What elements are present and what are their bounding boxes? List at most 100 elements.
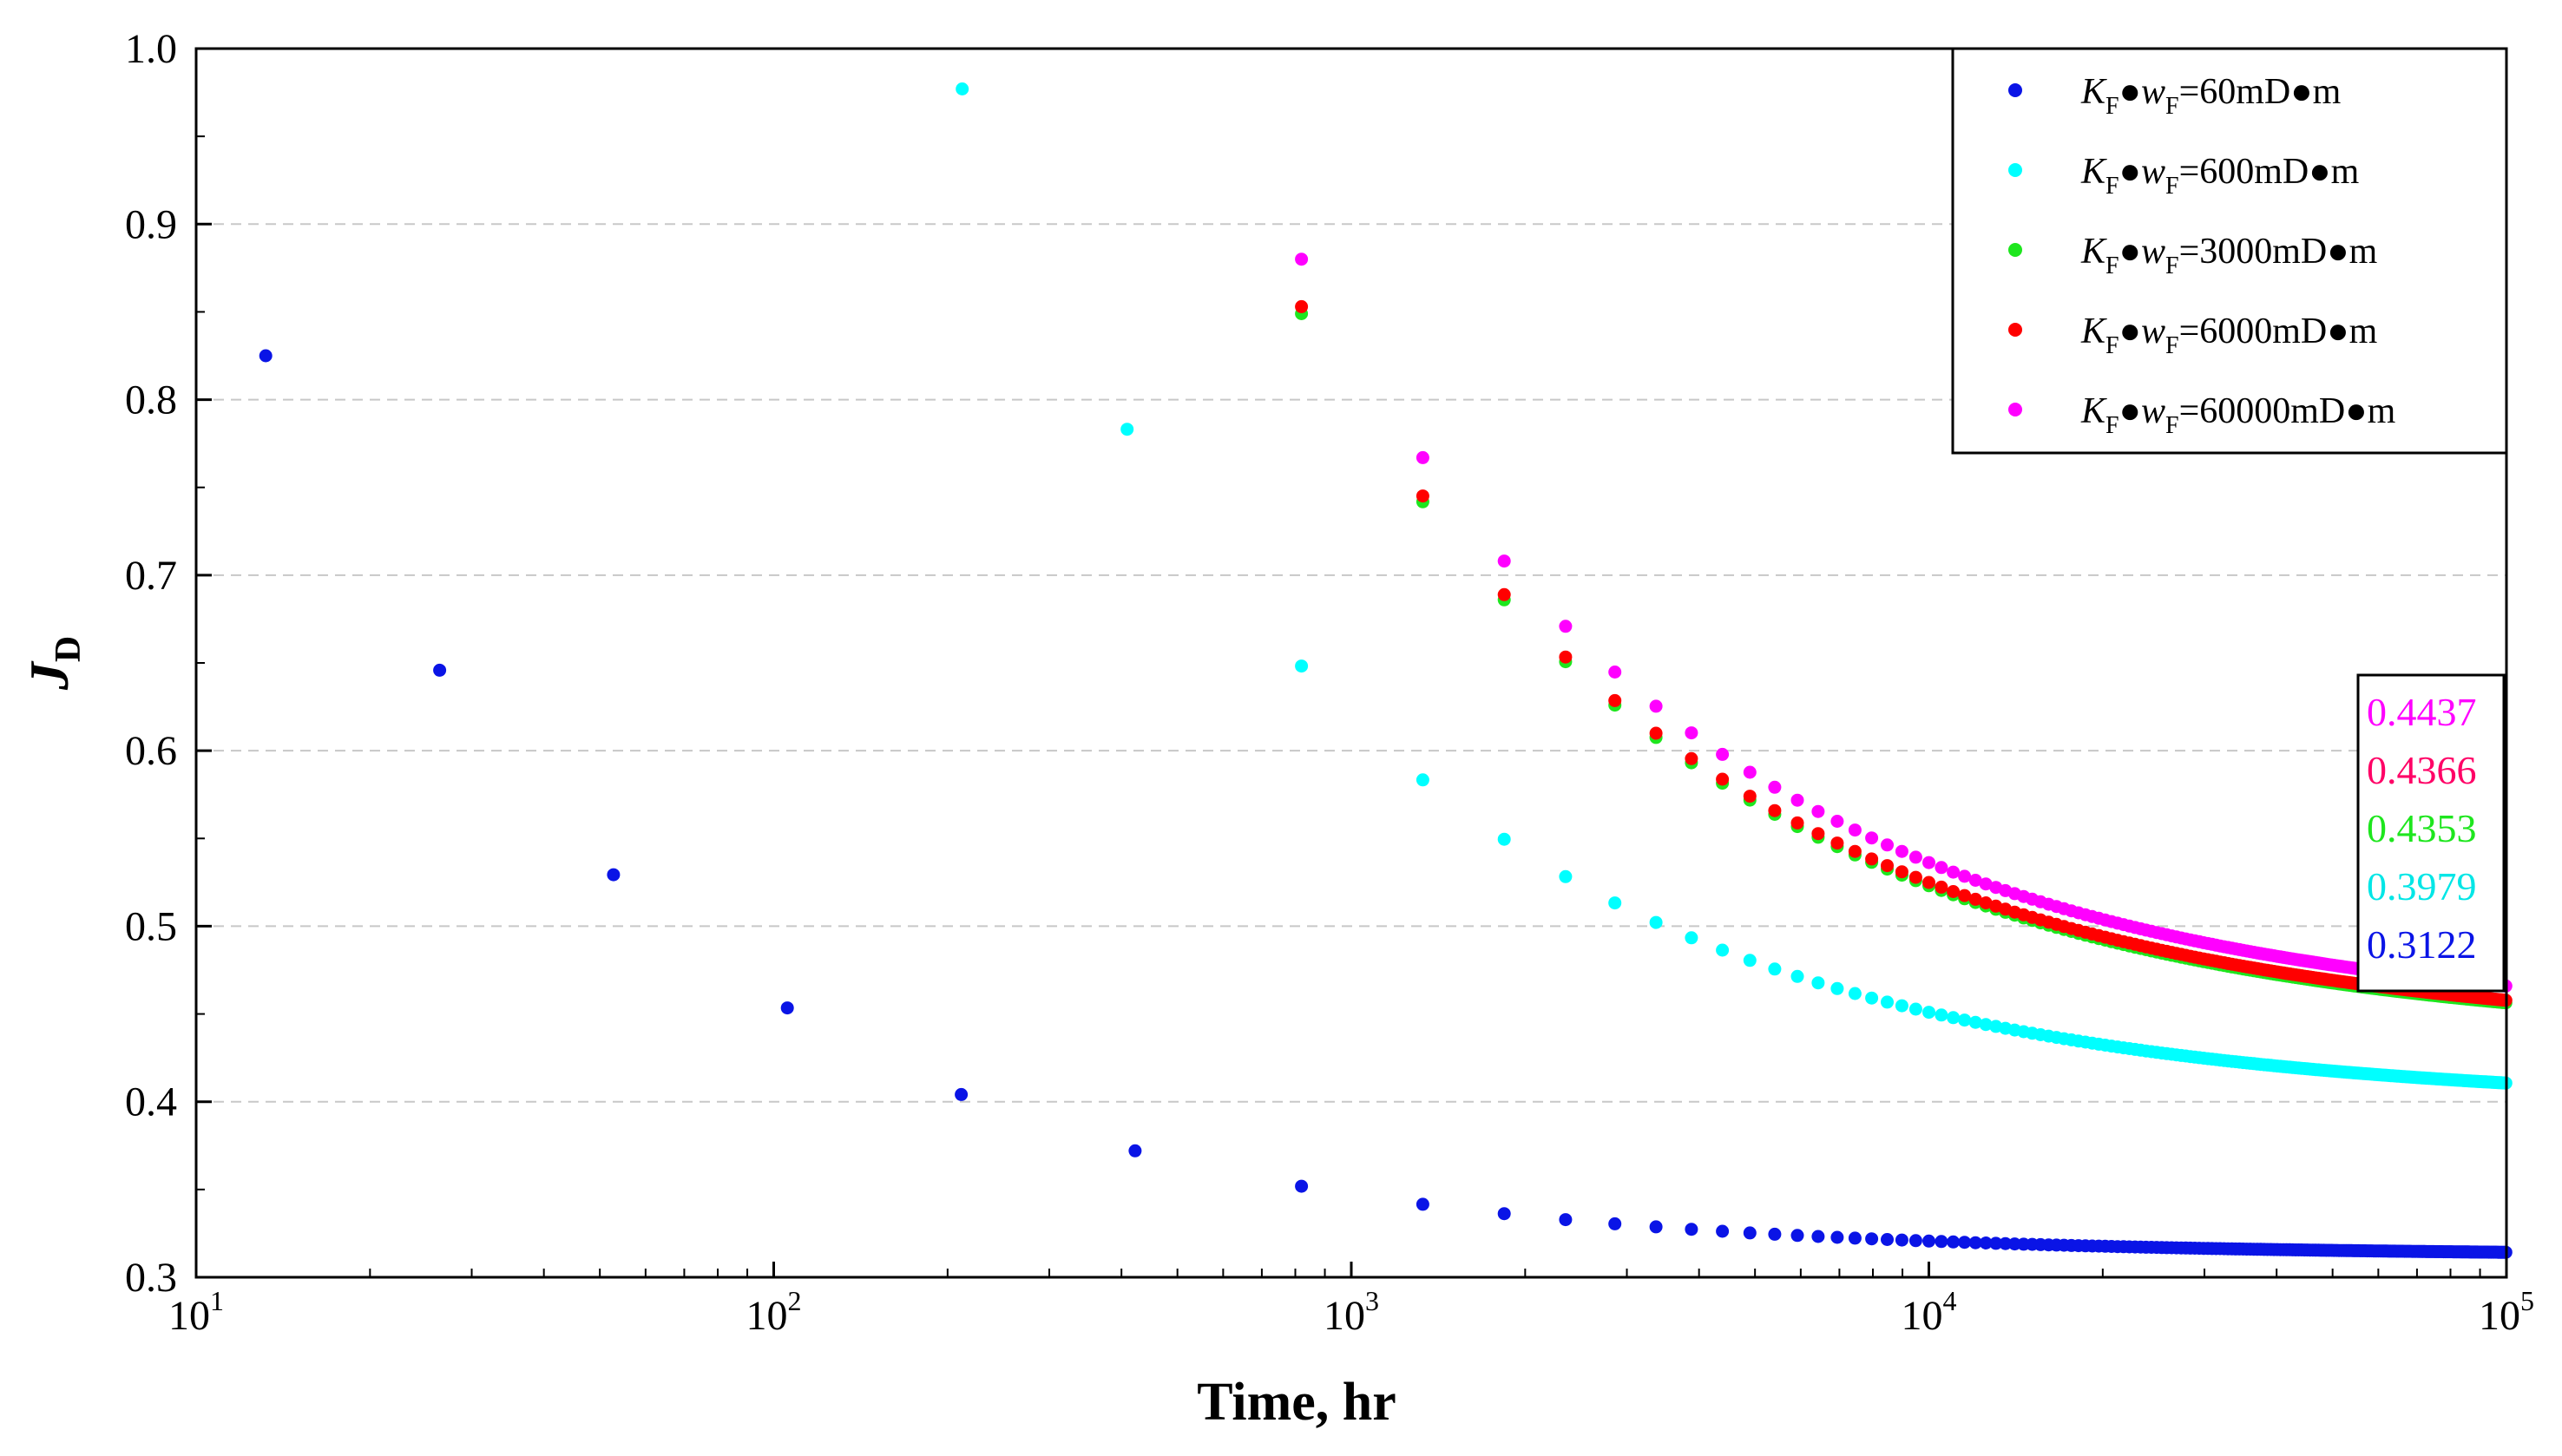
data-point — [1881, 995, 1894, 1009]
data-point — [1895, 865, 1908, 879]
data-point — [1716, 1224, 1730, 1238]
y-tick-labels: 0.3 0.4 0.5 0.6 0.7 0.8 0.9 1.0 — [125, 26, 177, 1301]
data-point — [1685, 726, 1698, 740]
data-point — [1716, 943, 1730, 957]
y-tick-label: 0.8 — [125, 377, 177, 423]
data-point — [1865, 831, 1879, 845]
data-point — [1716, 772, 1730, 786]
y-tick-label: 0.5 — [125, 903, 177, 949]
data-point — [1979, 877, 1993, 891]
data-point — [1881, 859, 1894, 873]
data-point — [1922, 1234, 1935, 1248]
legend-entry: KF●wF=600mD●m — [2008, 152, 2360, 200]
data-point — [1908, 1002, 1922, 1016]
data-point — [1768, 1227, 1782, 1241]
data-point — [1608, 666, 1622, 679]
legend-entry: KF●wF=60mD●m — [2008, 72, 2342, 120]
data-point — [1768, 962, 1782, 976]
data-point — [1811, 1230, 1825, 1243]
y-tick-label: 1.0 — [125, 26, 177, 72]
data-point — [1968, 892, 1982, 906]
legend-marker — [2008, 243, 2022, 257]
data-point — [1968, 874, 1982, 887]
final-value-label: 0.3979 — [2367, 864, 2477, 908]
data-point — [1128, 1144, 1142, 1158]
data-point — [1790, 793, 1804, 807]
data-point — [1743, 765, 1757, 779]
final-value-label: 0.3122 — [2367, 922, 2477, 967]
data-point — [1768, 803, 1782, 817]
x-axis-title: Time, hr — [1197, 1373, 1396, 1432]
legend-entry: KF●wF=60000mD●m — [2008, 391, 2396, 439]
series-600mD●m — [956, 82, 2513, 1090]
x-tick-label: 105 — [2479, 1285, 2534, 1339]
svg-text:JD: JD — [18, 636, 89, 691]
data-point — [1608, 693, 1622, 707]
data-point — [1968, 1015, 1982, 1029]
data-point — [1935, 861, 1948, 875]
data-point — [1865, 1232, 1879, 1246]
data-point — [1922, 856, 1935, 869]
legend-marker — [2008, 403, 2022, 416]
legend-entry: KF●wF=6000mD●m — [2008, 312, 2378, 359]
data-point — [1295, 1179, 1309, 1193]
data-point — [1295, 253, 1309, 266]
data-point — [607, 868, 621, 882]
legend-marker — [2008, 163, 2022, 177]
data-point — [1790, 969, 1804, 983]
data-point — [1790, 1229, 1804, 1243]
data-point — [1865, 991, 1879, 1005]
data-point — [1790, 816, 1804, 830]
data-point — [1608, 1217, 1622, 1230]
data-point — [955, 1087, 969, 1101]
data-point — [1811, 827, 1825, 841]
data-point — [1958, 1236, 1972, 1249]
data-point — [1685, 751, 1698, 765]
data-point — [780, 1001, 794, 1015]
data-point — [1685, 1223, 1698, 1236]
gridlines — [196, 223, 2506, 1103]
legend-box — [1951, 47, 2508, 455]
data-point — [1922, 1006, 1935, 1020]
data-point — [1649, 1220, 1663, 1234]
y-axis-title-main: J — [18, 660, 80, 691]
data-point — [1947, 885, 1961, 898]
data-point — [1958, 1013, 1972, 1027]
data-point — [259, 349, 273, 363]
data-point — [1743, 790, 1757, 803]
data-point — [1895, 999, 1908, 1013]
y-tick-label: 0.9 — [125, 201, 177, 247]
y-tick-label: 0.4 — [125, 1079, 177, 1125]
data-point — [1685, 931, 1698, 945]
legend-marker — [2008, 83, 2022, 97]
legend-marker — [2008, 323, 2022, 337]
data-point — [433, 663, 447, 677]
data-point — [1895, 1233, 1908, 1247]
data-point — [1958, 869, 1972, 883]
data-point — [1830, 836, 1844, 850]
data-point — [1120, 423, 1134, 436]
data-point — [1811, 976, 1825, 990]
y-axis-title-sub: D — [49, 636, 89, 662]
data-point — [1830, 981, 1844, 995]
data-point — [1979, 1236, 1993, 1249]
data-point — [1416, 1197, 1429, 1211]
legend-label: KF●wF=60mD●m — [2080, 72, 2342, 120]
data-point — [1416, 450, 1429, 464]
data-point — [1908, 870, 1922, 884]
data-point — [1497, 587, 1511, 601]
data-point — [1922, 876, 1935, 889]
data-point — [1559, 869, 1573, 883]
legend-label: KF●wF=3000mD●m — [2080, 232, 2378, 279]
data-point — [1865, 852, 1879, 866]
data-point — [1999, 1236, 2013, 1250]
data-point — [1958, 889, 1972, 902]
data-point — [1848, 844, 1862, 858]
data-point — [1968, 1236, 1982, 1249]
x-tick-label: 104 — [1902, 1285, 1957, 1339]
legend-label: KF●wF=60000mD●m — [2080, 391, 2396, 439]
series-60mD●m — [259, 349, 2513, 1259]
data-point — [1908, 850, 1922, 864]
data-point — [1649, 726, 1663, 740]
